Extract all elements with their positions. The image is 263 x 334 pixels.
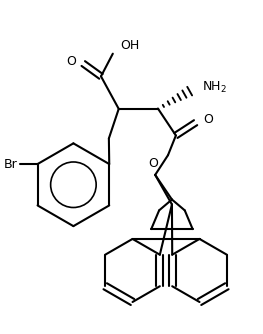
Text: O: O	[67, 55, 76, 68]
Text: Br: Br	[4, 158, 18, 171]
Text: O: O	[148, 157, 158, 170]
Text: NH$_2$: NH$_2$	[201, 79, 226, 95]
Text: O: O	[204, 113, 213, 126]
Text: OH: OH	[121, 39, 140, 52]
